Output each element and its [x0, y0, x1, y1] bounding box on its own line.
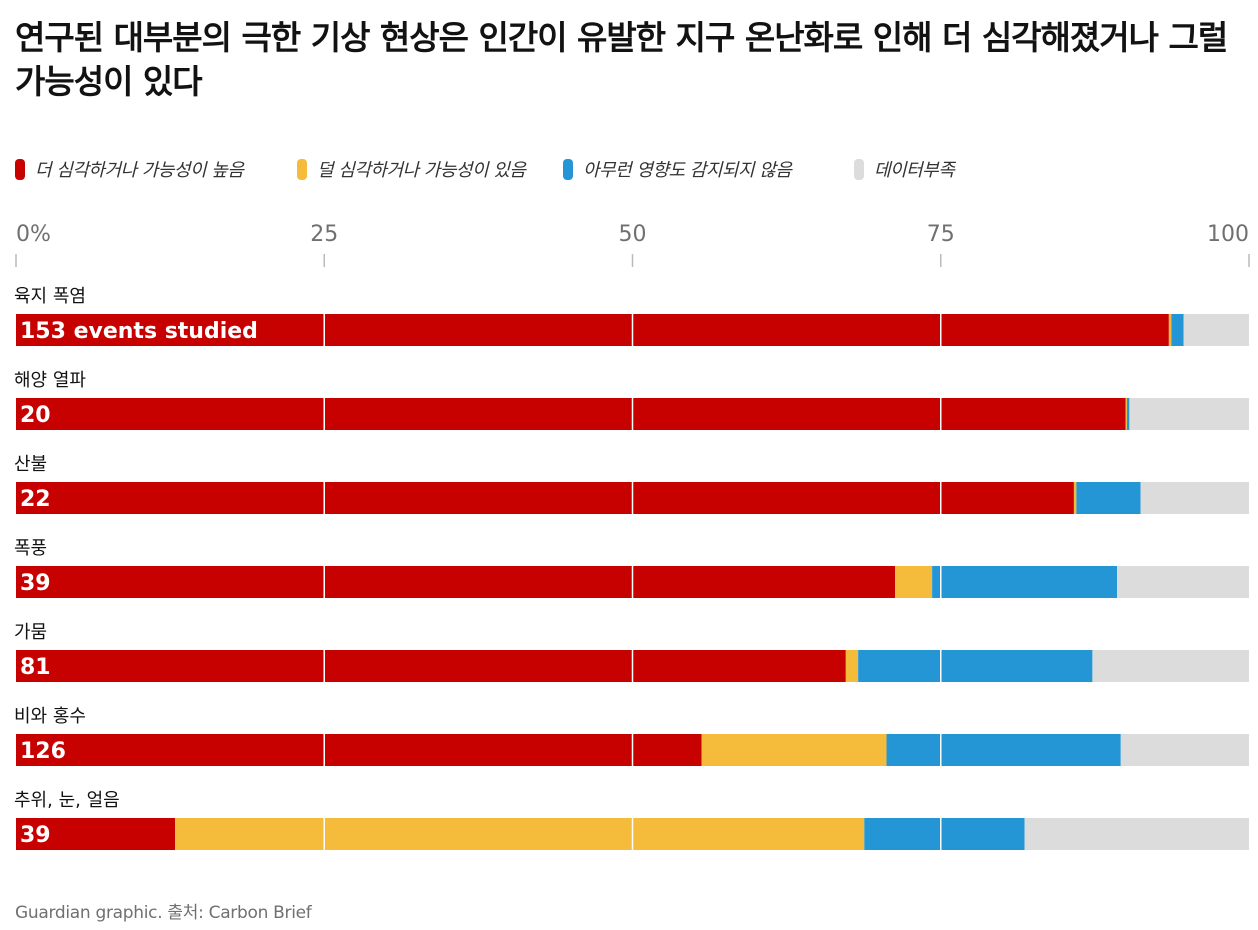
bar-segment-none [1171, 314, 1184, 346]
bar-segment-none [1126, 398, 1130, 430]
event-count-label: 153 events studied [20, 319, 258, 344]
legend-item-none: 아무런 영향도 감지되지 않음 [563, 155, 792, 183]
legend-label-none: 아무런 영향도 감지되지 않음 [583, 160, 792, 181]
bar-segment-less [1168, 314, 1172, 346]
category-label: 육지 폭염 [14, 286, 86, 307]
bar-segment-less [1073, 482, 1077, 514]
bar-segment-less [701, 734, 887, 766]
legend-item-less: 덜 심각하거나 가능성이 있음 [297, 155, 526, 183]
category-label: 가뭄 [14, 622, 47, 643]
legend-swatch-more [15, 158, 25, 180]
bar-segment-insufficient [1140, 482, 1249, 514]
bar-segment-less [1125, 398, 1127, 430]
bar-segment-none [886, 734, 1121, 766]
bar-segment-more [16, 398, 1126, 430]
legend-swatch-none [563, 158, 573, 180]
bar-segment-more [16, 818, 176, 850]
legend: 더 심각하거나 가능성이 높음 덜 심각하거나 가능성이 있음 아무런 영향도 … [15, 155, 1250, 183]
bar-segment-more [16, 482, 1074, 514]
chart-title: 연구된 대부분의 극한 기상 현상은 인간이 유발한 지구 온난화로 인해 더 … [15, 18, 1228, 101]
event-count-label: 20 [20, 403, 51, 428]
x-tick-label: 0% [16, 222, 51, 247]
x-tick-label: 50 [619, 222, 647, 247]
source-note: Guardian graphic. 출처: Carbon Brief [15, 903, 312, 923]
bar-segment-insufficient [1129, 398, 1249, 430]
bar-segment-none [1076, 482, 1141, 514]
event-count-label: 39 [20, 823, 51, 848]
legend-swatch-insufficient [854, 158, 864, 180]
category-label: 추위, 눈, 얼음 [14, 790, 120, 811]
category-label: 비와 홍수 [14, 706, 86, 727]
bar-segment-more [16, 734, 702, 766]
x-tick-label: 75 [927, 222, 955, 247]
bar-segment-less [845, 650, 859, 682]
event-count-label: 22 [20, 487, 51, 512]
bar-segment-less [175, 818, 865, 850]
legend-item-insufficient: 데이터부족 [854, 155, 955, 183]
legend-label-insufficient: 데이터부족 [874, 160, 955, 181]
bar-segment-insufficient [1024, 818, 1249, 850]
legend-item-more: 더 심각하거나 가능성이 높음 [15, 155, 244, 183]
x-tick-label: 25 [310, 222, 338, 247]
event-count-label: 39 [20, 571, 51, 596]
bar-segment-more [16, 650, 846, 682]
bar-segment-none [864, 818, 1025, 850]
event-count-label: 126 [20, 739, 66, 764]
legend-label-more: 더 심각하거나 가능성이 높음 [35, 160, 244, 181]
category-label: 폭풍 [14, 538, 47, 559]
x-tick-label: 100 [1207, 222, 1249, 247]
legend-label-less: 덜 심각하거나 가능성이 있음 [317, 160, 526, 181]
bar-segment-insufficient [1117, 566, 1249, 598]
bar-segment-none [932, 566, 1118, 598]
bar-segment-insufficient [1183, 314, 1249, 346]
bar-segment-none [858, 650, 1093, 682]
bar-segment-insufficient [1092, 650, 1249, 682]
legend-swatch-less [297, 158, 307, 180]
event-count-label: 81 [20, 655, 51, 680]
category-label: 해양 열파 [14, 370, 86, 391]
stacked-bar-chart: 0% 25 50 75 100 육지 폭염 153 events studied 해양 열파 2… [14, 222, 1250, 850]
bar-segment-less [895, 566, 933, 598]
category-label: 산불 [14, 454, 47, 475]
bar-segment-more [16, 566, 896, 598]
bar-segment-more [16, 314, 1169, 346]
bar-segment-insufficient [1120, 734, 1249, 766]
